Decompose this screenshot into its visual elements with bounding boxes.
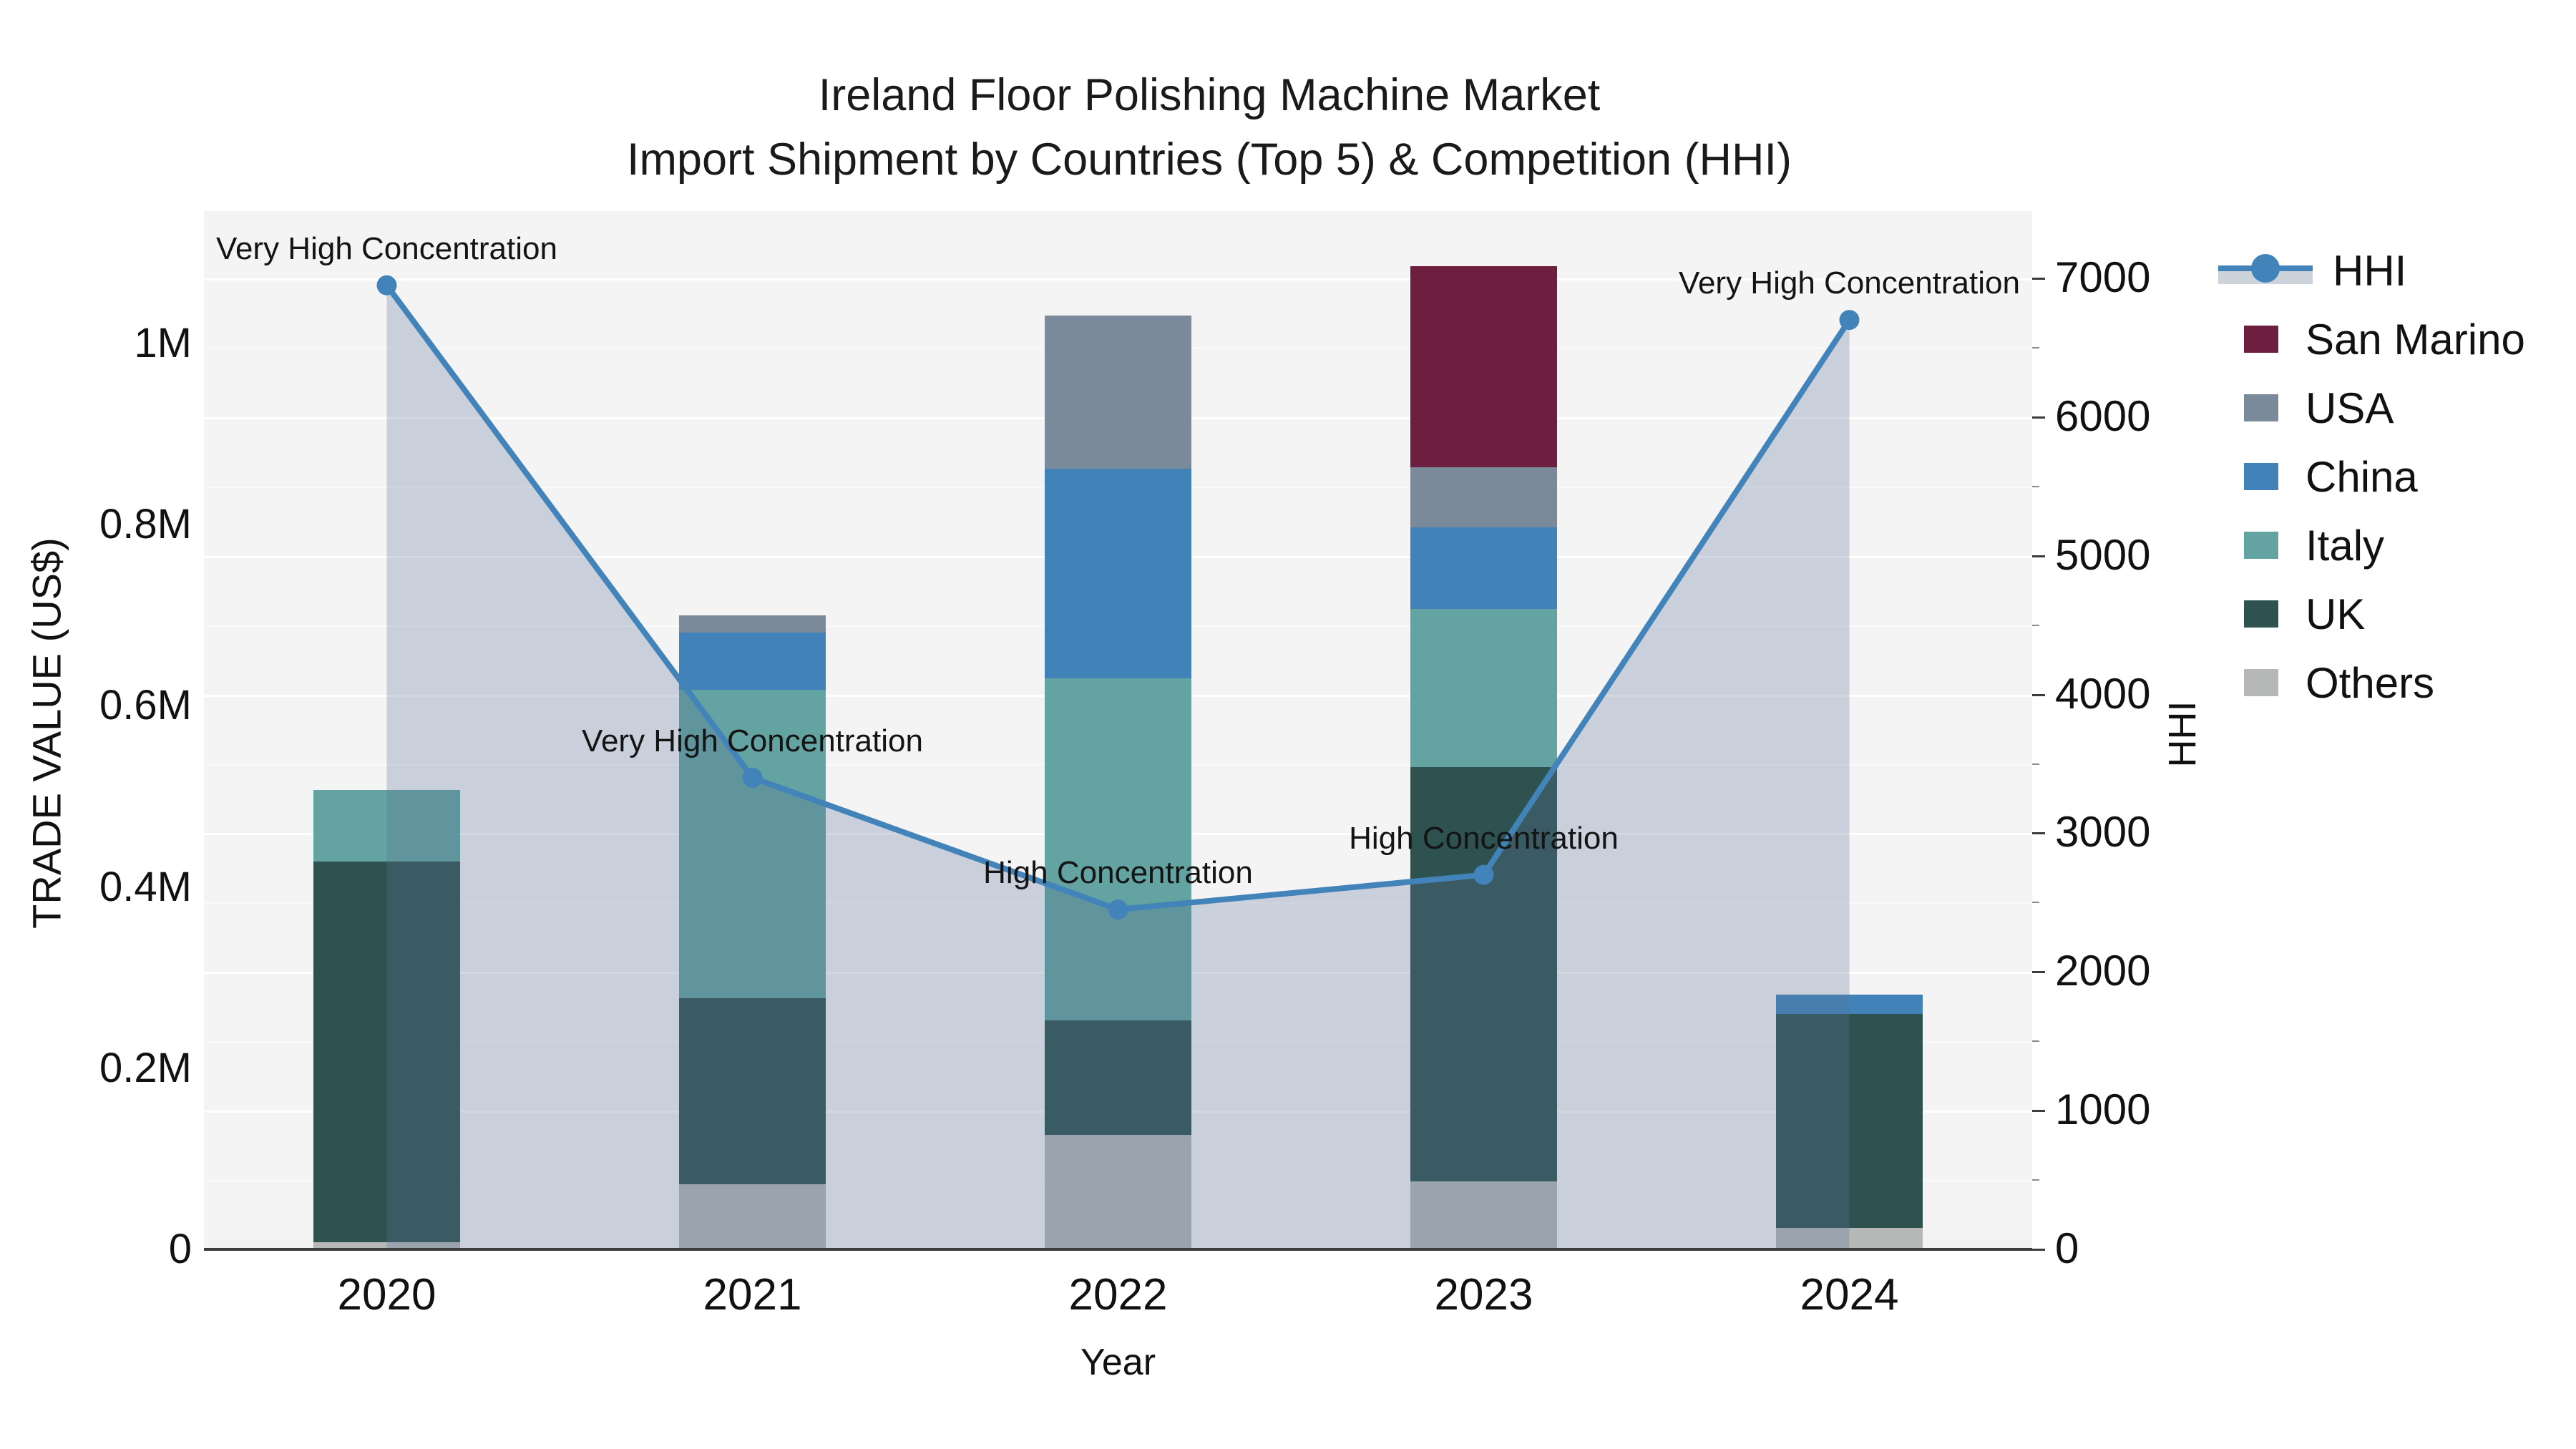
bar-segment-others-2021[interactable] [679, 1184, 826, 1249]
left-axis-title: TRADE VALUE (US$) [24, 537, 69, 929]
legend-label: UK [2306, 590, 2366, 638]
legend-label: Italy [2306, 521, 2385, 570]
legend-item-usa[interactable]: USA [2218, 374, 2525, 442]
right-axis-tick-label: 6000 [2055, 391, 2151, 440]
right-axis-tick-label: 0 [2055, 1224, 2079, 1272]
legend: HHI San Marino USA China Italy UK Others [2218, 236, 2525, 717]
hhi-marker-icon [2251, 254, 2280, 283]
right-axis-tick-mark [2032, 555, 2045, 557]
legend-swatch-icon [2244, 394, 2278, 421]
right-axis-tick-label: 2000 [2055, 947, 2151, 995]
annotation-2023: High Concentration [1349, 820, 1619, 856]
right-axis-title: HHI [2161, 701, 2204, 768]
right-axis-tick-label: 7000 [2055, 253, 2151, 301]
chart-title: Ireland Floor Polishing Machine Market I… [286, 63, 2132, 192]
legend-item-san-marino[interactable]: San Marino [2218, 305, 2525, 374]
legend-item-italy[interactable]: Italy [2218, 511, 2525, 580]
right-axis-minor-tick [2032, 1179, 2039, 1181]
legend-swatch-icon [2244, 600, 2278, 628]
right-axis-tick-label: 1000 [2055, 1085, 2151, 1134]
bar-segment-others-2022[interactable] [1045, 1135, 1191, 1249]
bar-segment-others-2023[interactable] [1410, 1181, 1557, 1249]
x-axis-tick-label-2023: 2023 [1434, 1270, 1533, 1319]
legend-swatch-icon [2244, 532, 2278, 559]
legend-swatch-icon [2244, 669, 2278, 696]
left-axis-tick-label: 0 [168, 1226, 192, 1272]
legend-item-uk[interactable]: UK [2218, 580, 2525, 648]
right-axis-tick-label: 3000 [2055, 808, 2151, 857]
annotation-2020: Very High Concentration [216, 230, 557, 266]
right-axis-tick-mark [2032, 1249, 2045, 1251]
left-axis-tick-label: 0.8M [99, 501, 192, 548]
legend-label: China [2306, 452, 2418, 501]
bar-segment-others-2024[interactable] [1776, 1227, 1923, 1249]
left-axis-tick-label: 0.4M [99, 863, 192, 910]
bar-segment-italy-2020[interactable] [313, 790, 460, 862]
bar-segment-usa-2022[interactable] [1045, 315, 1191, 469]
annotation-2021: Very High Concentration [582, 723, 923, 758]
bar-segment-italy-2023[interactable] [1410, 608, 1557, 768]
legend-label: Others [2306, 658, 2435, 707]
right-axis-minor-tick [2032, 902, 2039, 904]
x-axis-tick-label-2020: 2020 [337, 1270, 436, 1319]
right-axis-tick-mark [2032, 693, 2045, 696]
chart-title-line1: Ireland Floor Polishing Machine Market [818, 70, 1601, 120]
x-axis-tick-label-2022: 2022 [1068, 1270, 1168, 1319]
left-axis-tick-label: 0.6M [99, 682, 192, 729]
right-axis-minor-tick [2032, 763, 2039, 765]
legend-item-hhi[interactable]: HHI [2218, 236, 2525, 305]
bar-segment-china-2022[interactable] [1045, 468, 1191, 679]
right-axis-tick-mark [2032, 1110, 2045, 1113]
legend-item-china[interactable]: China [2218, 442, 2525, 511]
bar-segment-uk-2024[interactable] [1776, 1013, 1923, 1228]
right-axis-tick-mark [2032, 416, 2045, 419]
right-axis-minor-tick [2032, 485, 2039, 487]
bar-segment-china-2021[interactable] [679, 632, 826, 690]
x-axis-tick-label-2021: 2021 [703, 1270, 802, 1319]
gridline [204, 278, 2032, 280]
bar-segment-others-2020[interactable] [313, 1241, 460, 1249]
legend-swatch-icon [2244, 326, 2278, 353]
right-axis-minor-tick [2032, 624, 2039, 626]
left-axis-tick-label: 1M [134, 320, 192, 366]
bar-segment-uk-2021[interactable] [679, 998, 826, 1184]
legend-swatch-icon [2244, 463, 2278, 490]
right-axis-tick-mark [2032, 971, 2045, 974]
legend-label: San Marino [2306, 315, 2525, 364]
right-axis-minor-tick [2032, 346, 2039, 348]
chart-title-line2: Import Shipment by Countries (Top 5) & C… [626, 135, 1792, 185]
bar-segment-china-2023[interactable] [1410, 527, 1557, 609]
x-axis-tick-label-2024: 2024 [1800, 1270, 1899, 1319]
right-axis-minor-tick [2032, 1040, 2039, 1043]
right-axis-tick-label: 5000 [2055, 530, 2151, 579]
legend-item-others[interactable]: Others [2218, 648, 2525, 717]
bar-segment-usa-2023[interactable] [1410, 467, 1557, 527]
right-axis-tick-mark [2032, 832, 2045, 835]
left-axis-tick-label: 0.2M [99, 1044, 192, 1091]
annotation-2022: High Concentration [983, 855, 1253, 891]
x-axis-line [204, 1248, 2032, 1251]
right-axis-tick-mark [2032, 278, 2045, 280]
bar-segment-usa-2021[interactable] [679, 615, 826, 633]
x-axis-title: Year [1080, 1342, 1156, 1383]
legend-label: USA [2306, 384, 2394, 432]
bar-segment-uk-2020[interactable] [313, 862, 460, 1242]
hhi-line-sample-icon [2218, 254, 2313, 284]
legend-label: HHI [2333, 246, 2407, 295]
right-axis-tick-label: 4000 [2055, 669, 2151, 718]
bar-segment-uk-2022[interactable] [1045, 1020, 1191, 1136]
annotation-2024: Very High Concentration [1679, 265, 2020, 301]
bar-segment-china-2024[interactable] [1776, 995, 1923, 1014]
